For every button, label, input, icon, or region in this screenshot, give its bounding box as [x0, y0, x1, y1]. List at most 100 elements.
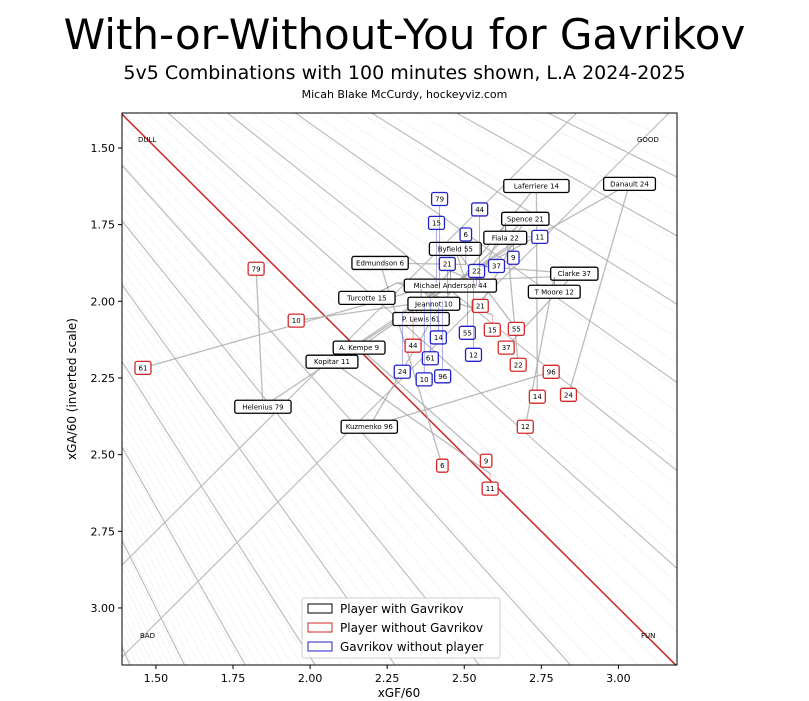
player-without-gavrikov-marker-text: 96: [547, 368, 556, 376]
player-with-gavrikov-marker: Spence 21: [500, 211, 550, 226]
gavrikov-without-player-marker: 55: [458, 287, 476, 340]
player-without-gavrikov-marker-box: [509, 357, 527, 372]
player-with-gavrikov-marker-box: [503, 178, 570, 194]
player-without-gavrikov-marker: 22: [509, 357, 527, 372]
player-with-gavrikov-marker-box: [428, 241, 482, 257]
player-without-gavrikov-marker-box: [435, 458, 449, 473]
player-with-gavrikov-marker: Kopitar 11: [305, 354, 359, 369]
player-without-gavrikov-marker-text: 44: [409, 342, 418, 350]
legend: Player with Gavrikov Player without Gavr…: [301, 597, 501, 659]
player-without-gavrikov-marker: 12: [516, 419, 534, 434]
corner-label-fun: FUN: [641, 632, 655, 640]
corner-label-good: GOOD: [637, 136, 659, 144]
gavrikov-without-player-marker-box: [430, 191, 449, 207]
hatch-line: [121, 205, 503, 666]
player-without-gavrikov-marker: 15: [483, 314, 501, 337]
iso-sum-line: [121, 112, 577, 566]
iso-ratio-line: [371, 112, 678, 305]
gavrikov-without-player-marker-text: 14: [434, 334, 443, 342]
gavrikov-without-player-marker: 22: [467, 263, 486, 286]
iso-sum-line: [121, 112, 670, 658]
y-axis-label: xGA/60 (inverted scale): [65, 318, 79, 460]
x-axis-label: xGF/60: [378, 686, 421, 700]
gavrikov-without-player-marker: 61: [421, 298, 439, 366]
hatch-line: [121, 397, 284, 666]
iso-ratio-line: [121, 361, 316, 666]
player-with-gavrikov-marker: Helenius 79: [234, 399, 292, 414]
player-with-gavrikov-marker-text: T Moore 12: [534, 288, 574, 296]
chart-subtitle: 5v5 Combinations with 100 minutes shown,…: [123, 62, 686, 84]
hatch-line: [121, 418, 267, 666]
gavrikov-without-player-marker-box: [434, 369, 452, 384]
player-without-gavrikov-marker-box: [471, 298, 489, 314]
hatch-line: [121, 163, 575, 666]
hatch-line: [121, 642, 133, 666]
hatch-line: [121, 258, 427, 666]
hatch-line: [121, 408, 275, 666]
y-tick-label: 1.75: [91, 219, 116, 232]
player-with-gavrikov-marker-text: Clarke 37: [558, 270, 591, 278]
hatch-line: [664, 112, 678, 119]
player-with-gavrikov-marker-text: Kuzmenko 96: [346, 423, 394, 431]
gavrikov-without-player-marker-text: 61: [426, 355, 435, 363]
hatch-line: [121, 557, 176, 666]
player-with-gavrikov-marker-box: [602, 176, 657, 191]
player-with-gavrikov-marker: T Moore 12: [527, 276, 581, 299]
player-without-gavrikov-marker-text: 24: [564, 391, 573, 399]
gavrikov-without-player-marker-text: 22: [472, 267, 481, 275]
plot-frame: [121, 112, 678, 666]
player-without-gavrikov-marker-box: [247, 261, 265, 276]
gavrikov-without-player-marker-text: 96: [438, 373, 447, 381]
player-without-gavrikov-marker: 11: [481, 473, 499, 496]
hatch-line: [121, 195, 520, 666]
player-without-gavrikov-marker: 37: [497, 340, 515, 355]
player-with-gavrikov-marker-text: Turcotte 15: [346, 294, 386, 302]
gavrikov-without-player-marker-box: [458, 325, 476, 340]
hatch-line: [121, 610, 148, 666]
hatch-line: [121, 354, 322, 666]
hatch-line: [449, 112, 678, 241]
player-without-gavrikov-marker-text: 21: [476, 302, 485, 310]
iso-ratio-line: [121, 540, 186, 666]
player-without-gavrikov-marker-box: [497, 340, 515, 355]
gavrikov-without-player-marker-box: [531, 229, 549, 245]
player-without-gavrikov-marker-box: [507, 321, 525, 337]
player-with-gavrikov-marker: Fiala 22: [483, 222, 528, 245]
player-without-gavrikov-marker: 96: [542, 364, 560, 379]
player-with-gavrikov-marker-box: [340, 419, 399, 434]
player-with-gavrikov-marker: Jeannot 10: [407, 296, 461, 311]
legend-label-gav-without: Gavrikov without player: [340, 640, 484, 654]
player-without-gavrikov-marker-text: 55: [512, 325, 521, 333]
hatch-line: [121, 546, 182, 666]
player-with-gavrikov-marker-text: Kopitar 11: [314, 358, 350, 366]
player-without-gavrikov-marker-text: 37: [502, 344, 511, 352]
connector-line: [567, 183, 631, 396]
gavrikov-without-player-marker-text: 6: [464, 231, 469, 239]
player-without-gavrikov-marker-text: 10: [292, 317, 301, 325]
connector-line: [296, 303, 415, 322]
gavrikov-without-player-marker: 37: [478, 258, 506, 274]
gavrikov-without-player-marker: 10: [415, 304, 433, 387]
hatch-line: [121, 632, 138, 666]
iso-ratio-line: [456, 112, 678, 237]
hatch-line: [121, 173, 556, 666]
chart-title: With-or-Without-You for Gavrikov: [63, 10, 746, 59]
hatch-line: [121, 493, 214, 666]
gavrikov-without-player-marker-box: [459, 227, 473, 242]
player-with-gavrikov-marker: Byfield 55: [428, 241, 482, 257]
gavrikov-without-player-marker-box: [487, 258, 506, 274]
player-with-gavrikov-marker-text: A. Kempe 9: [339, 344, 379, 352]
y-tick-label: 2.25: [91, 372, 116, 385]
hatch-line: [121, 386, 293, 666]
player-without-gavrikov-marker-box: [134, 360, 152, 375]
player-with-gavrikov-marker: Turcotte 15: [338, 282, 398, 306]
x-tick-label: 1.50: [144, 672, 169, 685]
connector-line: [331, 361, 491, 475]
hatch-line: [121, 216, 486, 666]
player-without-gavrikov-marker-text: 79: [252, 265, 261, 273]
hatch-line: [121, 344, 332, 666]
player-with-gavrikov-marker: P. Lewis 61: [392, 289, 450, 327]
legend-label-without: Player without Gavrikov: [340, 621, 483, 635]
hatch-line: [612, 112, 678, 144]
